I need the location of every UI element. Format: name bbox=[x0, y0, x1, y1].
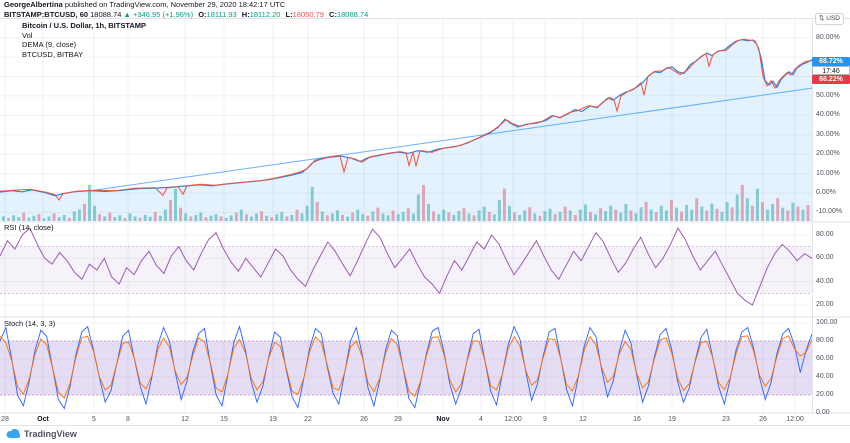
currency-toggle-button[interactable]: ⇅ USD bbox=[815, 13, 844, 25]
main-legend: Bitcoin / U.S. Dollar, 1h, BITSTAMP Vol … bbox=[22, 21, 146, 59]
rsi-axis-label: 40.00 bbox=[816, 277, 834, 285]
price-axis[interactable] bbox=[812, 18, 850, 413]
up-arrow-icon: ▲ bbox=[123, 9, 131, 19]
price-axis-label: 80.00% bbox=[816, 33, 840, 41]
tradingview-brand[interactable]: TradingView bbox=[6, 429, 77, 439]
currency-label: USD bbox=[826, 15, 840, 22]
last-price-badge: 68.72% bbox=[812, 57, 850, 66]
stoch-d-line bbox=[0, 335, 813, 399]
price-axis-label: 50.00% bbox=[816, 91, 840, 99]
time-axis-label: 5 bbox=[92, 416, 96, 423]
stoch-legend-label: Stoch (14, 3, 3) bbox=[4, 319, 56, 328]
stoch-legend[interactable]: Stoch (14, 3, 3) bbox=[4, 319, 55, 329]
price-area bbox=[0, 39, 812, 221]
trendline bbox=[94, 87, 813, 191]
open-value: 18111.93 bbox=[206, 9, 237, 19]
header-divider bbox=[0, 18, 850, 19]
time-axis-label: 16 bbox=[633, 416, 641, 423]
publish-text: published on TradingView.com, November 2… bbox=[64, 0, 286, 9]
rsi-legend-label: RSI (14, close) bbox=[4, 223, 54, 232]
bar-countdown-badge: 17:46 bbox=[812, 66, 850, 75]
legend-symbol[interactable]: Bitcoin / U.S. Dollar, 1h, BITSTAMP bbox=[22, 21, 147, 30]
time-axis-label: 19 bbox=[668, 416, 676, 423]
rsi-axis-label: 80.00 bbox=[816, 231, 834, 238]
time-axis-label: 12 bbox=[579, 416, 587, 423]
price-axis-label: 40.00% bbox=[816, 111, 840, 119]
open-label: O: bbox=[198, 9, 207, 19]
legend-compare[interactable]: BTCUSD, BITBAY bbox=[22, 49, 84, 59]
author-name: GeorgeAlbertina bbox=[4, 0, 63, 9]
time-axis-label: 26 bbox=[360, 416, 368, 423]
high-label: H: bbox=[241, 9, 250, 19]
stoch-axis-label: 60.00 bbox=[816, 355, 834, 362]
legend-volume[interactable]: Vol bbox=[22, 30, 33, 40]
legend-dema[interactable]: DEMA (9, close) bbox=[22, 40, 77, 49]
time-axis-label: 29 bbox=[394, 416, 402, 423]
time-axis-label: 28 bbox=[1, 416, 9, 423]
price-axis-label: 30.00% bbox=[816, 130, 840, 138]
rsi-legend[interactable]: RSI (14, close) bbox=[4, 223, 54, 233]
price-axis-label: 10.00% bbox=[816, 169, 840, 177]
rsi-line bbox=[0, 226, 813, 306]
stoch-axis-label: 20.00 bbox=[816, 391, 834, 398]
time-axis-label: 15 bbox=[220, 416, 228, 423]
price-axis-label: 0.00% bbox=[816, 189, 836, 196]
close-value: 18088.74 bbox=[336, 9, 369, 19]
symbol-name: BITSTAMP:BTCUSD, 60 bbox=[4, 9, 89, 19]
last-price: 18088.74 bbox=[90, 9, 122, 19]
time-axis-label: 12:00 bbox=[504, 416, 522, 423]
footer-bar: TradingView bbox=[0, 425, 850, 443]
low-value: 18050.79 bbox=[292, 9, 324, 19]
time-axis-label: 4 bbox=[479, 416, 483, 423]
time-axis-label: 23 bbox=[722, 416, 730, 423]
price-axis-label: 20.00% bbox=[816, 150, 840, 158]
stoch-axis-label: 80.00 bbox=[816, 337, 834, 344]
price-change: +346.95 (+1.96%) bbox=[133, 9, 194, 19]
time-axis-label: Nov bbox=[436, 416, 450, 423]
volume-bars bbox=[2, 184, 810, 221]
high-value: 18112.20 bbox=[249, 9, 281, 19]
quote-line: BITSTAMP:BTCUSD, 60 18088.74 ▲ +346.95 (… bbox=[4, 9, 369, 20]
stoch-axis-label: 100.00 bbox=[816, 319, 838, 326]
time-axis-label: 12 bbox=[181, 416, 189, 423]
compare-price-badge: 68.22% bbox=[812, 75, 850, 84]
time-axis-label: 19 bbox=[269, 416, 277, 423]
close-label: C: bbox=[329, 9, 337, 19]
compare-line bbox=[0, 38, 813, 201]
time-axis-label: 8 bbox=[126, 416, 130, 423]
stoch-axis-label: 40.00 bbox=[816, 373, 834, 380]
swap-arrows-icon: ⇅ bbox=[819, 15, 825, 22]
tradingview-cloud-icon bbox=[6, 429, 20, 439]
time-axis-label: Oct bbox=[37, 416, 49, 423]
publish-info: GeorgeAlbertina published on TradingView… bbox=[4, 0, 368, 10]
time-axis-label: 9 bbox=[543, 416, 547, 423]
stoch-axis-label: 0.00 bbox=[816, 409, 830, 416]
time-axis-label: 22 bbox=[304, 416, 312, 423]
low-label: L: bbox=[285, 9, 293, 19]
header: GeorgeAlbertina published on TradingView… bbox=[4, 0, 369, 20]
time-axis-label: 12:00 bbox=[786, 416, 804, 423]
chart-canvas[interactable] bbox=[0, 0, 850, 430]
rsi-axis-label: 20.00 bbox=[816, 301, 834, 308]
price-axis-label: -10.00% bbox=[816, 208, 843, 216]
time-axis-label: 26 bbox=[759, 416, 767, 423]
stoch-band bbox=[0, 341, 812, 395]
brand-name: TradingView bbox=[24, 429, 77, 439]
rsi-axis-label: 60.00 bbox=[816, 254, 834, 262]
